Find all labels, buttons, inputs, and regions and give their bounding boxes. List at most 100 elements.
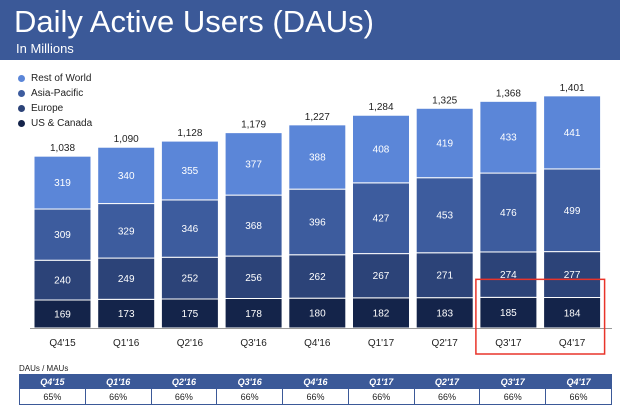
legend-label-us-canada: US & Canada: [31, 117, 93, 129]
bar-label-rest-of-world-q3-16: 377: [245, 159, 262, 170]
bar-europe-q2-16: [160, 256, 219, 300]
bar-label-europe-q3-16: 256: [245, 273, 262, 284]
bar-europe-q3-17: [479, 251, 538, 298]
dau-mau-value-q2-17: 66%: [413, 388, 481, 405]
bar-rest-of-world-q2-16: [160, 140, 219, 201]
dau-mau-header-q3-16: Q3'16: [216, 374, 284, 389]
bar-label-asia-pacific-q2-17: 453: [436, 211, 453, 222]
bar-asia-pacific-q3-17: [479, 172, 538, 253]
bar-label-us-canada-q4-15: 169: [54, 309, 71, 320]
bar-label-asia-pacific-q1-17: 427: [373, 214, 390, 225]
legend-label-rest-of-world: Rest of World: [31, 72, 92, 84]
bar-label-rest-of-world-q4-16: 388: [309, 152, 326, 163]
chart-legend: Rest of World Asia-Pacific Europe US & C…: [18, 71, 92, 131]
bar-label-europe-q4-17: 277: [564, 270, 581, 281]
dau-mau-value-q1-17: 66%: [347, 388, 415, 405]
bar-total-q4-17: 1,401: [560, 83, 585, 94]
x-tick-label-q3-16: Q3'16: [240, 338, 267, 349]
bar-total-q4-15: 1,038: [50, 143, 75, 154]
dau-mau-header-q1-17: Q1'17: [347, 374, 415, 389]
dau-stacked-bar-chart: 169 240 309 319 1,038 Q4'15 173 249 329 340 1,090 Q…: [30, 83, 612, 355]
bar-label-asia-pacific-q2-16: 346: [182, 224, 199, 235]
bar-asia-pacific-q1-16: [97, 203, 156, 259]
dau-mau-header-q4-15: Q4'15: [19, 374, 86, 389]
bar-europe-q3-16: [224, 255, 283, 300]
x-tick-label-q1-16: Q1'16: [113, 338, 140, 349]
bar-label-europe-q4-15: 240: [54, 276, 71, 287]
bar-us-canada-q4-16: [288, 297, 347, 329]
x-tick-label-q1-17: Q1'17: [368, 338, 395, 349]
bar-label-asia-pacific-q4-17: 499: [564, 206, 581, 217]
dau-mau-caption: DAUs / MAUs: [19, 364, 69, 373]
bar-asia-pacific-q2-16: [160, 199, 219, 258]
dau-mau-value-q3-16: 66%: [216, 388, 284, 405]
bar-label-europe-q4-16: 262: [309, 272, 326, 283]
bar-asia-pacific-q4-15: [33, 208, 92, 261]
bar-label-asia-pacific-q3-16: 368: [245, 221, 262, 232]
bar-europe-q4-15: [33, 259, 92, 301]
x-tick-label-q4-16: Q4'16: [304, 338, 331, 349]
bar-label-us-canada-q2-17: 183: [436, 308, 453, 319]
x-tick-label-q4-17: Q4'17: [559, 338, 586, 349]
bar-label-europe-q1-16: 249: [118, 274, 135, 285]
bar-label-rest-of-world-q2-16: 355: [182, 166, 199, 177]
bar-total-q2-17: 1,325: [432, 95, 457, 106]
bar-label-europe-q2-17: 271: [436, 271, 453, 282]
legend-swatch-europe: [18, 104, 25, 112]
highlight-box: [475, 278, 606, 355]
bar-label-us-canada-q3-16: 178: [245, 309, 262, 320]
x-tick-label-q3-17: Q3'17: [495, 338, 522, 349]
bar-label-us-canada-q4-17: 184: [564, 308, 581, 319]
bar-label-us-canada-q2-16: 175: [182, 309, 199, 320]
bar-label-europe-q3-17: 274: [500, 270, 517, 281]
bar-europe-q4-16: [288, 254, 347, 299]
x-tick-label-q2-16: Q2'16: [177, 338, 204, 349]
bar-us-canada-q3-17: [479, 296, 538, 329]
dau-mau-header-q4-16: Q4'16: [282, 374, 349, 389]
legend-item-asia-pacific: Asia-Pacific: [18, 86, 92, 100]
bar-asia-pacific-q4-17: [543, 168, 602, 253]
bar-label-us-canada-q3-17: 185: [500, 308, 517, 319]
bar-rest-of-world-q4-16: [288, 124, 347, 190]
bar-us-canada-q2-16: [160, 298, 219, 329]
bar-label-asia-pacific-q4-16: 396: [309, 217, 326, 228]
bar-rest-of-world-q1-16: [97, 146, 156, 205]
bar-asia-pacific-q4-16: [288, 188, 347, 256]
bar-label-rest-of-world-q2-17: 419: [436, 138, 453, 149]
legend-item-europe: Europe: [18, 101, 92, 115]
bar-total-q1-16: 1,090: [114, 134, 139, 145]
bar-europe-q1-16: [97, 257, 156, 300]
legend-swatch-rest-of-world: [18, 74, 25, 82]
header-banner: Daily Active Users (DAUs) In Millions: [0, 0, 620, 60]
x-tick-label-q4-15: Q4'15: [49, 338, 76, 349]
bar-rest-of-world-q2-17: [415, 107, 474, 179]
bar-label-rest-of-world-q4-15: 319: [54, 178, 71, 189]
bar-total-q3-16: 1,179: [241, 120, 266, 131]
bar-rest-of-world-q4-17: [543, 95, 602, 170]
bar-label-asia-pacific-q1-16: 329: [118, 226, 135, 237]
bar-label-us-canada-q1-17: 182: [373, 308, 390, 319]
bar-label-us-canada-q1-16: 173: [118, 309, 135, 320]
dau-mau-header-q1-16: Q1'16: [84, 374, 152, 389]
dau-mau-header-row: Q4'15 Q1'16 Q2'16 Q3'16 Q4'16 Q1'17 Q2'17 Q3'17…: [19, 374, 612, 389]
dau-mau-header-q2-16: Q2'16: [150, 374, 218, 389]
dau-mau-value-q3-17: 66%: [479, 388, 547, 405]
dau-mau-value-q4-16: 66%: [282, 388, 349, 405]
legend-label-europe: Europe: [31, 102, 64, 114]
legend-label-asia-pacific: Asia-Pacific: [31, 87, 84, 99]
bar-rest-of-world-q3-16: [224, 132, 283, 196]
bar-us-canada-q3-16: [224, 298, 283, 329]
bar-label-europe-q1-17: 267: [373, 271, 390, 282]
dau-mau-header-q4-17: Q4'17: [545, 374, 612, 389]
dau-mau-value-q4-15: 65%: [19, 388, 86, 405]
dau-mau-value-row: 65% 66% 66% 66% 66% 66% 66% 66% 66%: [19, 388, 612, 405]
dau-mau-header-q3-17: Q3'17: [479, 374, 547, 389]
bar-us-canada-q4-15: [33, 299, 92, 329]
dau-mau-header-q2-17: Q2'17: [413, 374, 481, 389]
bar-label-rest-of-world-q3-17: 433: [500, 133, 517, 144]
bar-label-us-canada-q4-16: 180: [309, 309, 326, 320]
legend-swatch-asia-pacific: [18, 89, 25, 97]
bar-rest-of-world-q1-17: [352, 114, 410, 184]
bar-label-rest-of-world-q1-16: 340: [118, 171, 135, 182]
bar-label-rest-of-world-q1-17: 408: [373, 145, 390, 156]
